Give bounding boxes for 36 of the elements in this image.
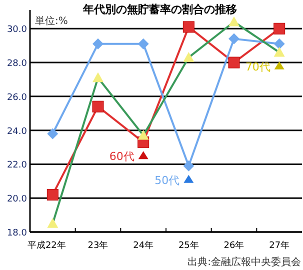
y-tick-label: 30.0 — [6, 25, 28, 36]
point — [183, 52, 194, 62]
y-tick-label: 24.0 — [6, 126, 28, 137]
point — [92, 72, 104, 82]
series-label: 60代 — [109, 150, 134, 164]
source-note: 出典:金融広報中央委員会 — [188, 256, 301, 268]
y-tick-label: 18.0 — [6, 228, 28, 238]
point — [274, 46, 285, 57]
point — [228, 56, 240, 68]
x-tick-label: 26年 — [224, 240, 244, 251]
point — [47, 218, 58, 228]
series-label: 50代 — [154, 174, 180, 187]
x-tick-label: 24年 — [133, 240, 154, 251]
chart-title: 年代別の無貯蓄率の割合の推移 — [82, 3, 237, 16]
x-tick-label: 27年 — [269, 240, 290, 251]
y-tick-label: 20.0 — [6, 194, 28, 205]
point — [92, 38, 104, 50]
point — [182, 21, 194, 33]
point — [46, 188, 58, 200]
point — [274, 38, 285, 50]
point — [274, 22, 286, 34]
x-tick-label: 23年 — [88, 240, 108, 251]
point — [228, 16, 240, 26]
series-label: 70代 — [245, 60, 270, 74]
point — [138, 130, 149, 140]
annotation: 単位:% — [35, 15, 68, 27]
point — [47, 128, 58, 140]
point — [228, 33, 240, 44]
y-tick-label: 28.0 — [6, 59, 28, 70]
x-tick-label: 平成22年 — [27, 240, 66, 251]
y-tick-label: 22.0 — [6, 160, 28, 171]
y-tick-label: 26.0 — [6, 92, 28, 103]
x-tick-label: 25年 — [178, 240, 199, 251]
point — [183, 160, 194, 172]
point — [138, 38, 149, 50]
point — [92, 100, 104, 112]
